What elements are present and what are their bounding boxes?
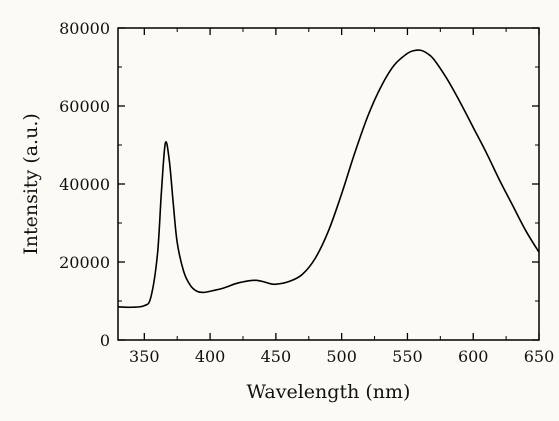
y-tick-label: 20000 [59,253,110,272]
x-tick-label: 350 [129,347,160,366]
plot-area [118,28,539,340]
x-tick-labels: 350 400 450 500 550 600 650 [129,347,554,366]
x-tick-label: 650 [524,347,555,366]
x-axis-label: Wavelength (nm) [247,381,411,403]
y-tick-label: 40000 [59,175,110,194]
y-tick-labels: 0 20000 40000 60000 80000 [59,19,110,350]
x-tick-label: 600 [458,347,489,366]
y-axis-label: Intensity (a.u.) [20,113,42,255]
x-tick-label: 450 [261,347,292,366]
y-tick-label: 60000 [59,97,110,116]
y-tick-label: 0 [100,331,110,350]
x-tick-label: 500 [326,347,357,366]
series-line [117,49,540,309]
plot-frame [117,27,540,341]
x-tick-label: 400 [195,347,226,366]
x-tick-label: 550 [392,347,423,366]
y-tick-label: 80000 [59,19,110,38]
